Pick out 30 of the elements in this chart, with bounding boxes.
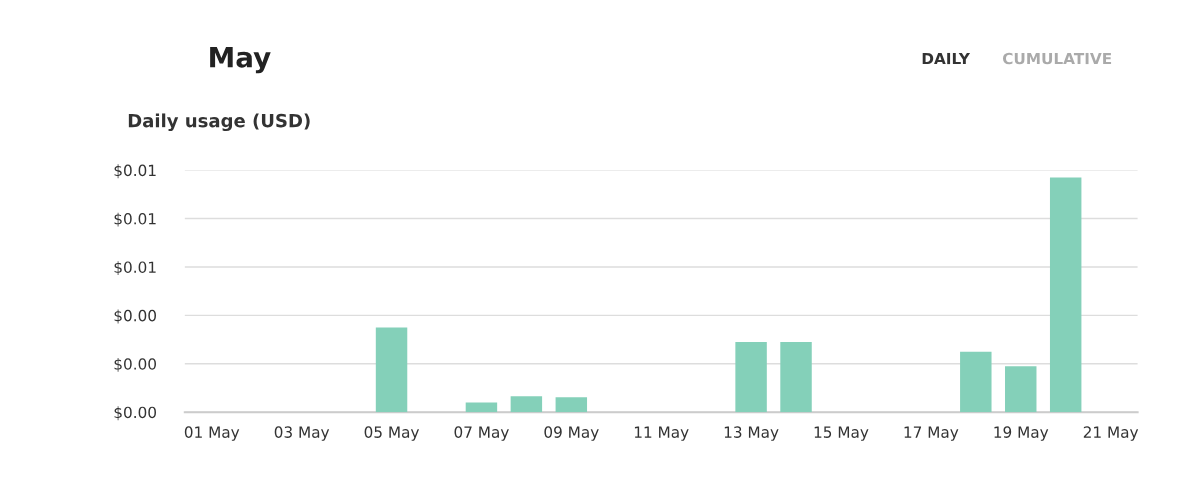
text: CUMULATIVE [1002,52,1112,65]
y-tick-label: $0.00 [114,406,157,421]
y-tick-label: $0.01 [114,261,156,276]
x-tick-label: 15 May [814,426,869,441]
x-tick-label: 09 May [544,426,599,441]
y-tick-label: $0.00 [114,309,157,324]
x-tick-label: 17 May [904,426,959,441]
bar [510,396,543,413]
y-tick-label: $0.01 [114,164,156,179]
bar [735,341,767,413]
x-tick-label: 19 May [994,426,1049,441]
chart-title: Daily usage (USD) [128,113,310,132]
x-tick-label: 05 May [364,426,420,441]
x-tick-label: 07 May [454,426,509,441]
y-tick-label: $0.01 [114,212,156,227]
x-tick-label: 01 May [184,426,240,441]
x-tick-label: 13 May [724,426,779,441]
y-tick-label: $0.00 [114,357,157,372]
bar [960,351,992,413]
bar [465,402,498,413]
bar [780,341,812,413]
x-tick-label: 21 May [1083,426,1139,441]
text: May [210,47,271,74]
bar [1005,366,1037,413]
x-tick-label: 11 May [634,426,689,441]
bar [1049,177,1082,413]
bar [375,327,408,413]
bar [555,397,588,413]
text: DAILY [922,52,971,65]
x-tick-label: 03 May [274,426,330,441]
